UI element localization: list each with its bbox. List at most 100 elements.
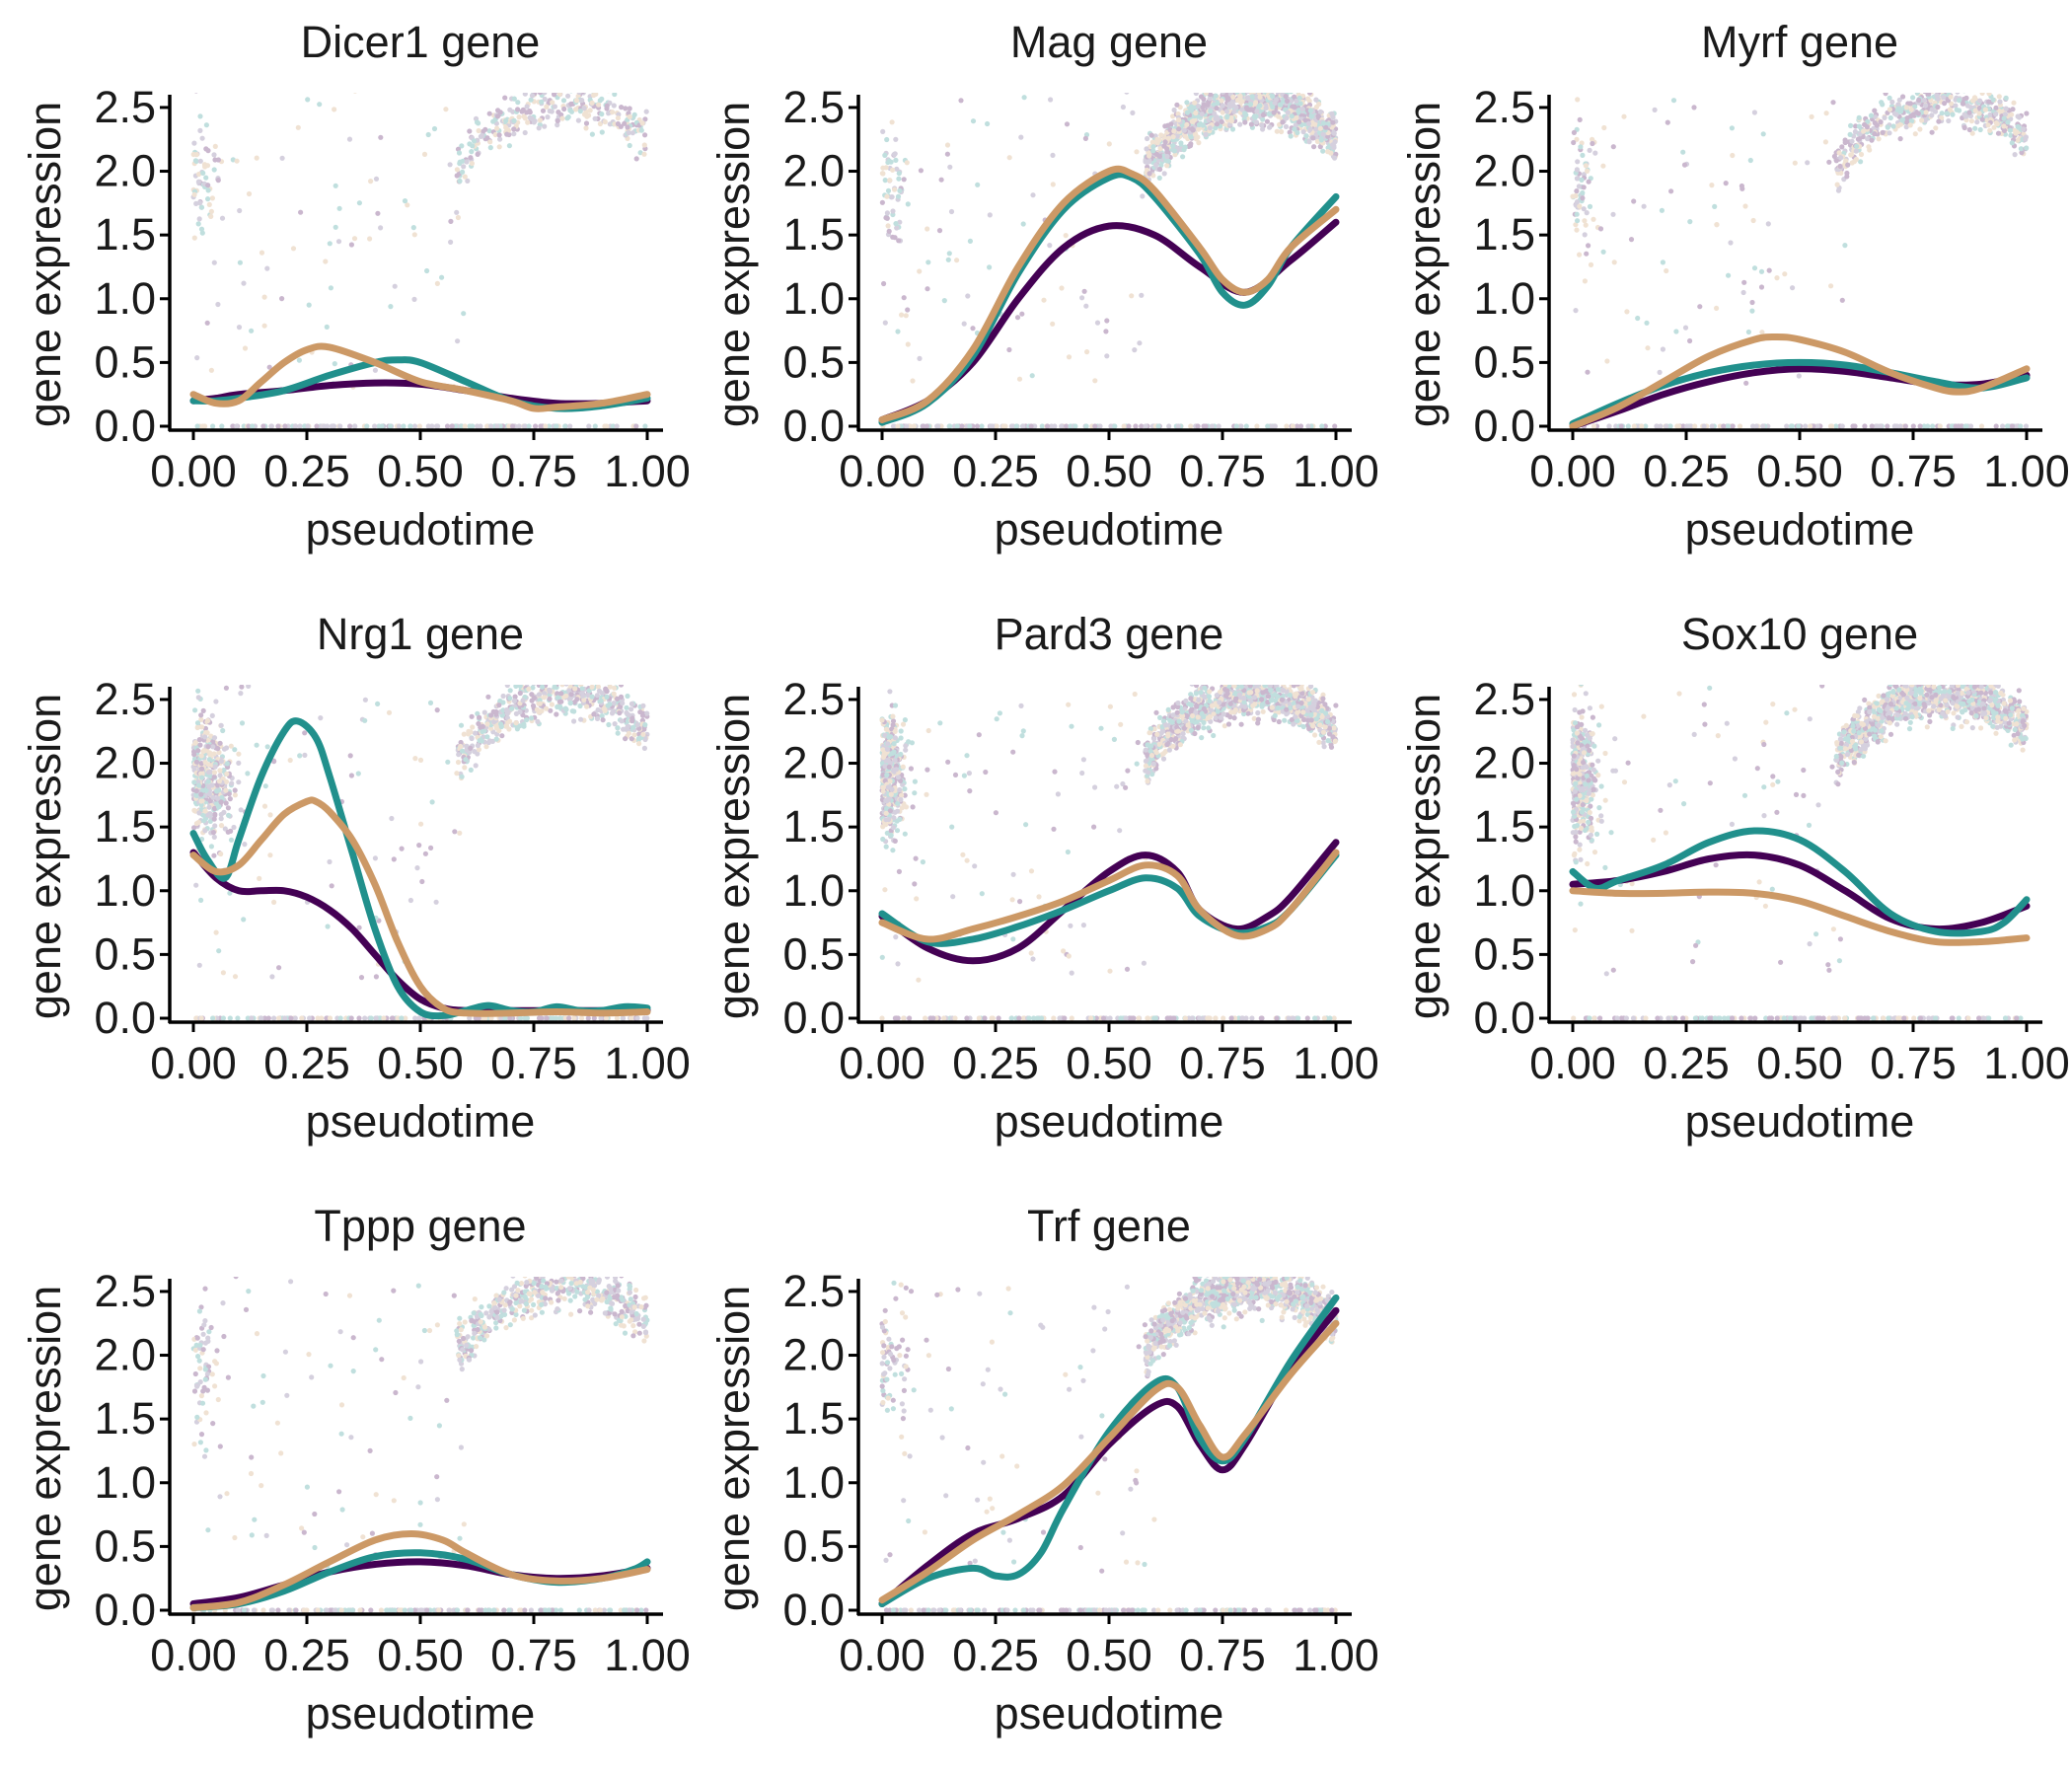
scatter-point [537, 701, 543, 706]
scatter-point [333, 224, 338, 230]
scatter-point [1163, 150, 1169, 157]
scatter-point [1165, 140, 1171, 146]
scatter-point [627, 713, 633, 719]
scatter-point [612, 721, 618, 727]
scatter-point [1197, 687, 1203, 693]
scatter-point [1794, 423, 1800, 429]
scatter-point [217, 768, 223, 774]
scatter-point [1604, 358, 1610, 364]
scatter-point [1254, 423, 1260, 429]
scatter-point [217, 773, 223, 778]
scatter-point [1230, 674, 1235, 679]
scatter-point [598, 698, 604, 703]
scatter-point [1271, 703, 1277, 709]
scatter-point [1277, 93, 1283, 97]
scatter-point [1670, 98, 1677, 104]
scatter-point [1183, 119, 1189, 125]
scatter-point [1269, 689, 1275, 695]
scatter-point [1150, 735, 1157, 741]
scatter-point [1227, 691, 1233, 698]
scatter-point [1317, 123, 1323, 129]
scatter-point [642, 116, 648, 122]
scatter-point [987, 212, 993, 218]
scatter-point [625, 111, 631, 117]
scatter-point [616, 708, 622, 714]
scatter-point [1175, 146, 1182, 152]
scatter-point [623, 726, 629, 732]
scatter-point [539, 703, 545, 709]
scatter-point [1628, 237, 1635, 243]
scatter-point [619, 708, 625, 714]
scatter-point [1282, 72, 1287, 77]
scatter-point [474, 139, 480, 145]
scatter-point [1247, 691, 1254, 697]
scatter-point [894, 1015, 900, 1021]
scatter-point [378, 225, 384, 231]
scatter-point [198, 761, 204, 767]
scatter-point [1728, 240, 1734, 246]
scatter-point [1907, 122, 1913, 128]
scatter-point [1071, 423, 1076, 429]
scatter-point [1950, 111, 1956, 117]
scatter-point [1916, 100, 1922, 106]
scatter-point [891, 423, 898, 429]
scatter-point [1020, 221, 1026, 227]
scatter-point [1320, 124, 1326, 130]
scatter-point [1179, 143, 1185, 149]
scatter-point [498, 709, 504, 715]
scatter-point [242, 345, 249, 351]
scatter-point [1888, 104, 1895, 110]
scatter-point [1760, 131, 1766, 137]
scatter-point [215, 779, 221, 785]
scatter-point [1243, 680, 1248, 685]
scatter-point [1185, 121, 1191, 128]
scatter-point [522, 686, 528, 693]
scatter-point [596, 688, 603, 694]
scatter-point [584, 700, 590, 705]
scatter-point [191, 807, 197, 814]
scatter-point [1171, 720, 1177, 727]
scatter-point [1200, 1015, 1206, 1021]
y-tick-label: 2.5 [94, 674, 156, 724]
scatter-point [1192, 117, 1198, 123]
scatter-point [885, 193, 891, 199]
scatter-point [1176, 120, 1182, 127]
scatter-point [1255, 100, 1261, 107]
scatter-point [1961, 111, 1967, 117]
scatter-point [2021, 151, 2027, 157]
scatter-point [482, 728, 488, 734]
scatter-point [1965, 423, 1971, 429]
scatter-point [1581, 206, 1587, 212]
scatter-point [1258, 671, 1263, 676]
scatter-point [1263, 106, 1269, 111]
scatter-point [1327, 142, 1333, 148]
scatter-point [368, 179, 374, 185]
scatter-point [245, 423, 251, 429]
scatter-point [582, 104, 589, 111]
scatter-point [907, 1015, 913, 1021]
scatter-point [1865, 118, 1871, 124]
scatter-point [1584, 251, 1590, 257]
scatter-point [624, 733, 630, 739]
scatter-point [895, 193, 902, 199]
scatter-point [1189, 1015, 1195, 1021]
scatter-point [566, 697, 573, 703]
scatter-point [467, 128, 473, 134]
scatter-point [1167, 127, 1173, 133]
scatter-point [198, 767, 204, 773]
scatter-point [1882, 114, 1887, 120]
scatter-point [1943, 93, 1949, 97]
scatter-point [2012, 152, 2018, 158]
scatter-point [511, 117, 517, 123]
scatter-point [464, 758, 471, 764]
scatter-point [1145, 753, 1150, 759]
scatter-point [1208, 709, 1214, 715]
scatter-point [1274, 670, 1279, 675]
scatter-point [1573, 201, 1579, 207]
scatter-point [1189, 715, 1195, 721]
scatter-point [1261, 698, 1267, 703]
scatter-point [1181, 127, 1187, 133]
scatter-point [1189, 118, 1195, 124]
scatter-point [458, 722, 465, 728]
scatter-point [1898, 109, 1904, 114]
